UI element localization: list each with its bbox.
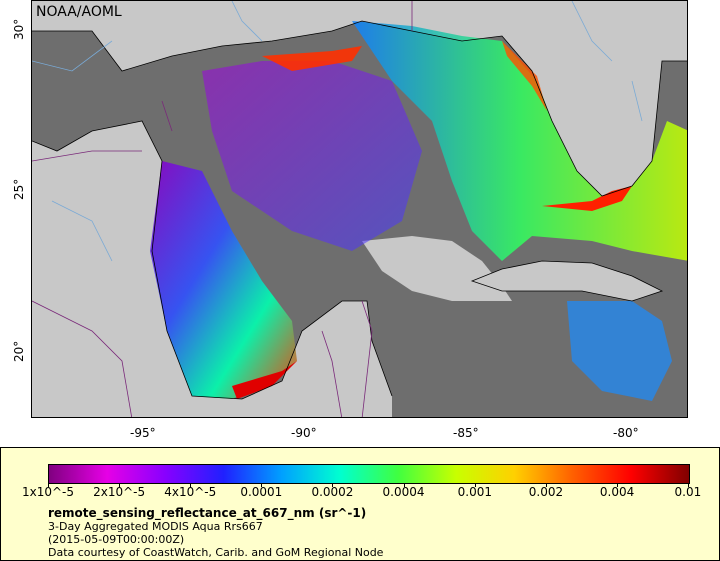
colorbar-tickmark <box>332 483 334 487</box>
colorbar-tick-label: 1x10^-5 <box>22 485 75 499</box>
colorbar-tickmark <box>119 483 121 487</box>
reflectance-swaths <box>150 21 687 401</box>
colorbar-tick-label: 0.01 <box>674 485 702 499</box>
colorbar-tick-label: 0.002 <box>528 485 564 499</box>
legend-panel: 1x10^-5 2x10^-5 4x10^-5 0.0001 0.0002 0.0004 0… <box>0 447 720 561</box>
colorbar-tick-label: 0.0004 <box>382 485 425 499</box>
colorbar-tick-label: 0.001 <box>457 485 493 499</box>
lat-label-20: 20° <box>12 340 26 362</box>
lon-label-90: -90° <box>291 426 317 440</box>
colorbar-tickmark <box>688 483 689 487</box>
colorbar-tickmark <box>48 483 49 487</box>
lat-label-25: 25° <box>12 178 26 200</box>
colorbar-tick-label: 0.0001 <box>240 485 283 499</box>
coastlines <box>32 20 687 400</box>
rivers <box>32 1 643 262</box>
colorbar-tickmark <box>545 483 547 487</box>
colorbar-tickmark <box>190 483 192 487</box>
political-borders <box>32 1 413 417</box>
lon-label-95: -95° <box>130 426 156 440</box>
colorbar-tickmark <box>403 483 405 487</box>
colorbar-tickmark <box>261 483 263 487</box>
map-panel[interactable] <box>31 0 688 418</box>
legend-description: 3-Day Aggregated MODIS Aqua Rrs667 <box>48 520 263 533</box>
legend-date: (2015-05-09T00:00:00Z) <box>48 533 185 546</box>
colorbar-tick-label: 0.0002 <box>311 485 354 499</box>
noaa-badge: NOAA/AOML <box>36 4 122 20</box>
lon-label-85: -85° <box>453 426 479 440</box>
lat-label-30: 30° <box>12 18 26 40</box>
colorbar-tickmark <box>474 483 476 487</box>
map-image <box>32 1 687 417</box>
colorbar-tick-label: 0.004 <box>599 485 635 499</box>
colorbar-tick-label: 2x10^-5 <box>93 485 146 499</box>
colorbar <box>48 464 690 484</box>
legend-credit: Data courtesy of CoastWatch, Carib. and … <box>48 546 384 559</box>
lon-label-80: -80° <box>613 426 639 440</box>
legend-title: remote_sensing_reflectance_at_667_nm (sr… <box>48 506 367 520</box>
colorbar-tick-label: 4x10^-5 <box>164 485 217 499</box>
colorbar-tickmark <box>616 483 618 487</box>
